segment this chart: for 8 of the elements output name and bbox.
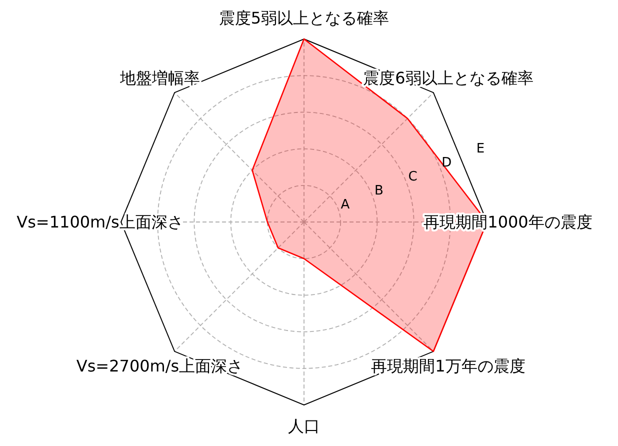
y-tick-label: B xyxy=(374,183,384,198)
spoke-label: 震度5弱以上となる確率 xyxy=(218,8,390,28)
spoke-label: 人口 xyxy=(288,416,320,436)
y-tick-label: A xyxy=(340,197,350,212)
spoke-label: 地盤増幅率 xyxy=(118,68,200,88)
y-tick-label: E xyxy=(476,141,485,156)
y-tick-label: D xyxy=(442,155,452,170)
y-tick-label: C xyxy=(408,169,418,184)
